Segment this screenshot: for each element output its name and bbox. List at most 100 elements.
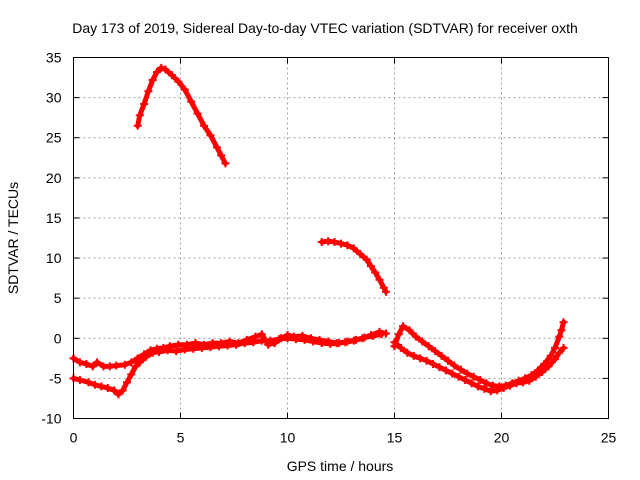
data-point (546, 351, 555, 360)
data-point (148, 75, 157, 84)
data-point (390, 338, 399, 347)
data-point (118, 386, 127, 395)
data-point (559, 343, 568, 352)
data-point (131, 362, 140, 371)
data-point (292, 335, 301, 344)
data-point (180, 345, 189, 354)
data-point (240, 339, 249, 348)
x-axis-label: GPS time / hours (287, 458, 394, 474)
data-point (206, 343, 215, 352)
data-point (142, 352, 151, 361)
data-point (157, 63, 166, 72)
data-point (469, 372, 478, 381)
series-arc-early-high (133, 63, 230, 168)
data-point (441, 366, 450, 375)
data-point (155, 347, 164, 356)
data-point (191, 339, 200, 348)
data-point (120, 360, 129, 369)
data-point (193, 109, 202, 118)
y-tick-label: 20 (46, 170, 62, 186)
y-tick-label: 30 (46, 90, 62, 106)
x-tick-label: 0 (70, 430, 78, 446)
y-tick-label: 5 (54, 290, 62, 306)
data-point (223, 341, 232, 350)
data-point (197, 343, 206, 352)
data-point (140, 100, 149, 109)
data-point (403, 348, 412, 357)
data-point (123, 378, 131, 387)
data-point (82, 359, 91, 368)
data-point (103, 384, 112, 393)
data-point (429, 359, 438, 368)
data-point (559, 318, 568, 327)
data-point (75, 358, 84, 367)
series-lower-b (69, 330, 386, 399)
x-tick-label: 5 (177, 430, 185, 446)
data-point (317, 339, 326, 348)
data-point (525, 376, 534, 385)
data-point (309, 337, 318, 346)
data-point (461, 375, 470, 384)
data-point (538, 367, 547, 376)
data-point (93, 358, 102, 367)
data-point (493, 386, 502, 395)
data-point (424, 342, 433, 351)
data-point (369, 331, 378, 340)
data-point (531, 372, 540, 381)
data-layer (69, 63, 568, 399)
data-point (360, 333, 369, 342)
data-point (555, 348, 564, 357)
data-point (90, 380, 99, 389)
data-point (379, 283, 388, 292)
data-point (456, 365, 465, 374)
data-point (161, 65, 170, 74)
series-arc-mid (317, 237, 390, 296)
data-point (555, 332, 564, 341)
grid-layer (73, 57, 609, 419)
data-point (448, 369, 457, 378)
data-point (200, 121, 209, 130)
data-point (88, 362, 97, 371)
data-point (480, 384, 489, 393)
data-point (435, 363, 444, 372)
data-point (215, 342, 224, 351)
label-layer: 0 5 10 15 20 25 -10 -5 0 5 10 15 20 25 30 35 (41, 50, 616, 446)
data-point (473, 382, 482, 391)
data-point (152, 67, 161, 76)
data-point (163, 346, 172, 355)
data-point (540, 359, 549, 368)
data-point (326, 339, 335, 348)
x-tick-label: 10 (280, 430, 296, 446)
data-point (377, 330, 386, 339)
data-point (187, 97, 196, 106)
data-point (337, 239, 345, 248)
chart-title: Day 173 of 2019, Sidereal Day-to-day VTE… (72, 20, 578, 36)
x-tick-label: 25 (601, 430, 617, 446)
series-band (392, 339, 567, 394)
data-point (283, 334, 292, 343)
data-point (396, 343, 405, 352)
data-point (343, 337, 352, 346)
y-tick-label: -10 (41, 411, 61, 427)
data-point (422, 356, 431, 365)
data-point (189, 344, 198, 353)
data-point (394, 330, 403, 339)
y-tick-label: 10 (46, 250, 62, 266)
data-point (411, 332, 420, 341)
plot-frame (73, 57, 609, 419)
data-point (133, 121, 142, 130)
data-point (217, 151, 226, 160)
data-point (300, 335, 309, 344)
series-band (71, 329, 389, 369)
data-point (334, 339, 343, 348)
data-point (232, 340, 241, 349)
data-point (409, 351, 418, 360)
data-point (114, 390, 123, 399)
data-point (467, 379, 476, 388)
series-lower-d (390, 338, 568, 396)
data-point (343, 241, 352, 250)
data-point (212, 143, 221, 152)
data-point (180, 85, 189, 94)
y-tick-label: 15 (46, 210, 62, 226)
